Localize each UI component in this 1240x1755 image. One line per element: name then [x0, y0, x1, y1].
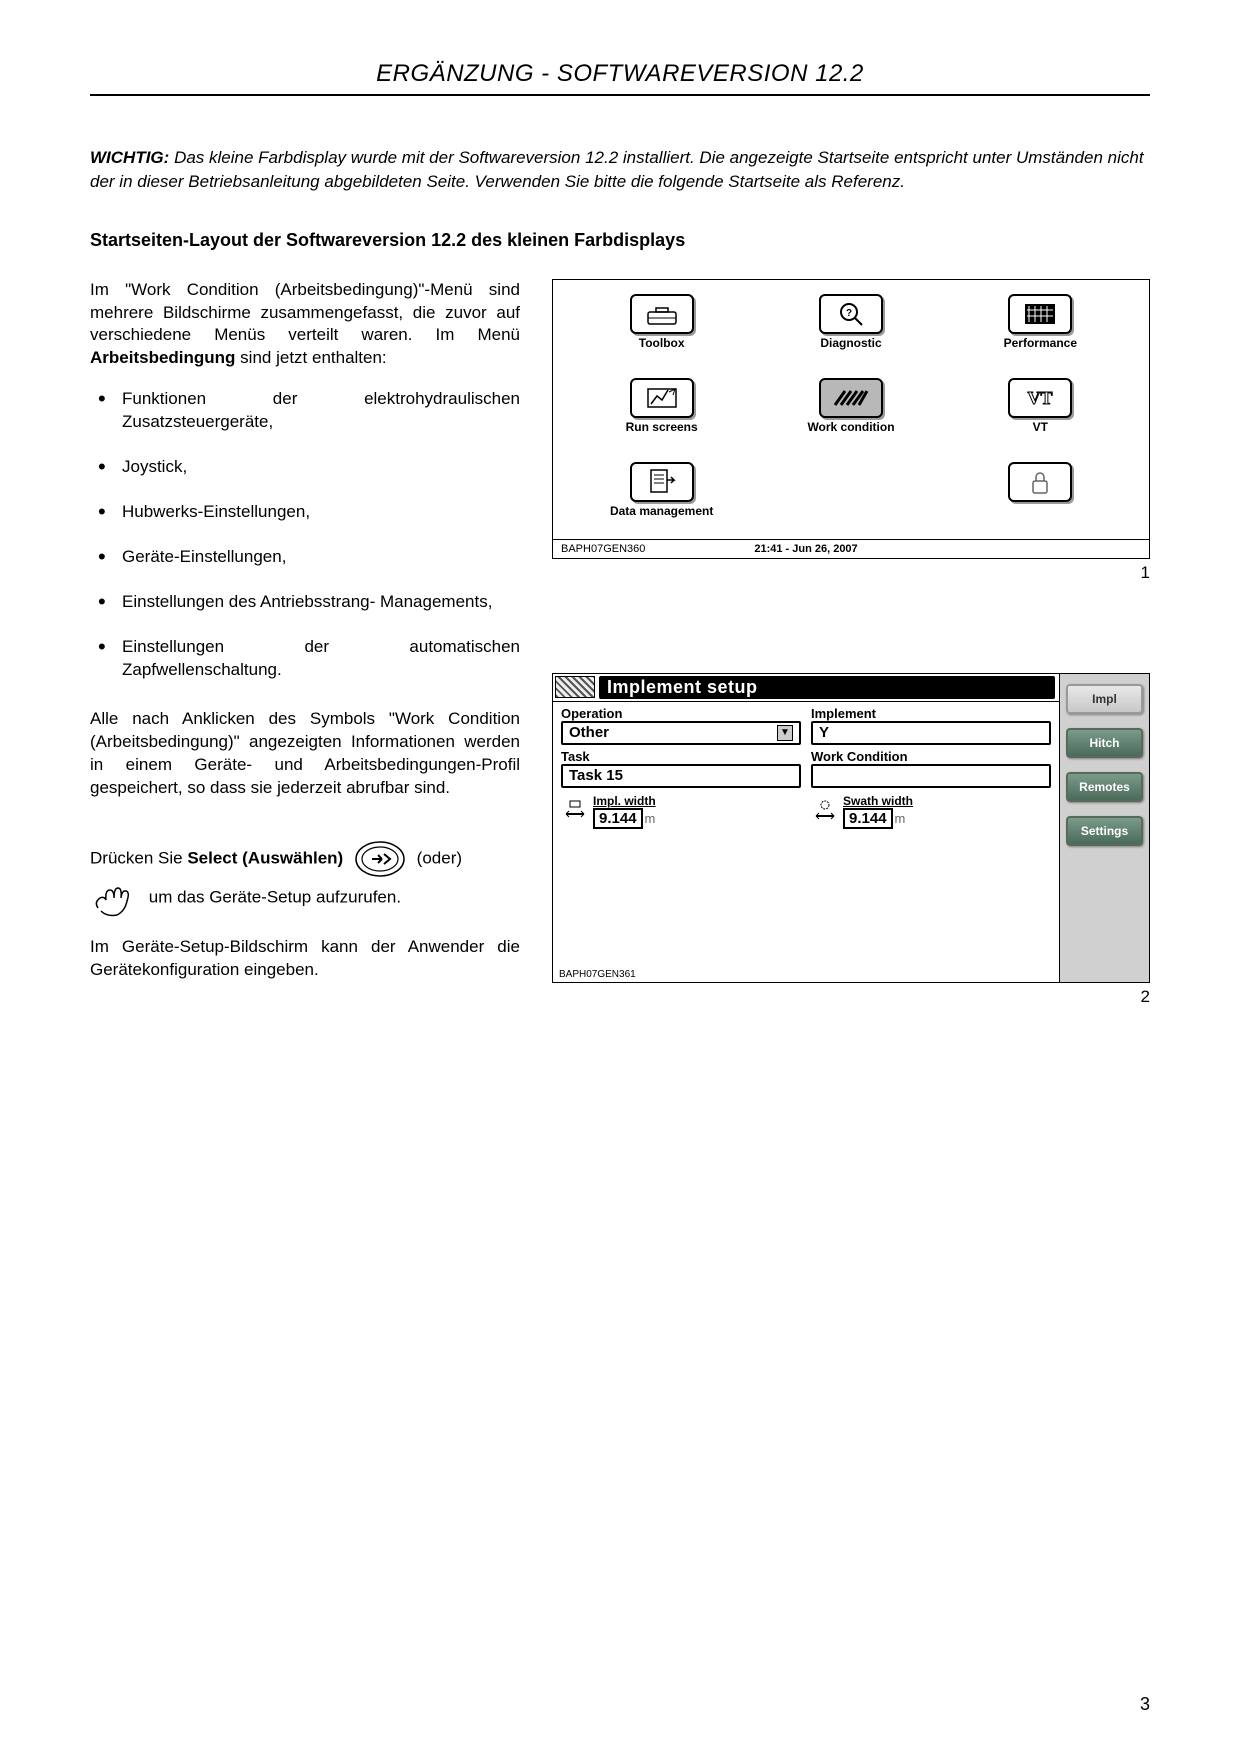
implement-width-icon [561, 797, 589, 825]
work-condition-icon [555, 676, 595, 698]
menu-item-diagnostic[interactable]: ? Diagnostic [760, 294, 941, 374]
intro-paragraph: Im "Work Condition (Arbeitsbedingung)"-M… [90, 279, 520, 371]
hitch-tab-button[interactable]: Hitch [1066, 728, 1143, 758]
swath-width-label: Swath width [843, 794, 1051, 808]
swath-width-icon [811, 797, 839, 825]
home-menu-screenshot: Toolbox? Diagnostic Performance Run screens… [552, 279, 1150, 559]
operation-dropdown[interactable]: Other ▼ [561, 721, 801, 745]
menu-label: VT [950, 420, 1131, 434]
important-text: Das kleine Farbdisplay wurde mit der Sof… [90, 148, 1144, 191]
vt-icon: VT [1008, 378, 1072, 418]
implement-field[interactable]: Y [811, 721, 1051, 745]
page-number: 3 [1140, 1694, 1150, 1715]
intro-text-bold: Arbeitsbedingung [90, 348, 235, 367]
list-item: Geräte-Einstellungen, [90, 546, 520, 569]
menu-item-blank[interactable] [950, 462, 1131, 542]
remotes-tab-button[interactable]: Remotes [1066, 772, 1143, 802]
svg-text:?: ? [846, 308, 852, 319]
menu-label: Work condition [760, 420, 941, 434]
list-item: Einstellungen des Antriebsstrang- Manage… [90, 591, 520, 614]
impl-tab-button[interactable]: Impl [1066, 684, 1143, 714]
implement-label: Implement [811, 706, 1051, 721]
list-item: Hubwerks-Einstellungen, [90, 501, 520, 524]
list-item: Einstellungen der automatischen Zapfwell… [90, 636, 520, 682]
lock-icon [1008, 462, 1072, 502]
page-header: ERGÄNZUNG - SOFTWAREVERSION 12.2 [90, 60, 1150, 96]
menu-label: Run screens [571, 420, 752, 434]
section-title: Startseiten-Layout der Softwareversion 1… [90, 230, 1150, 251]
after-paragraph: Alle nach Anklicken des Symbols "Work Co… [90, 708, 520, 800]
implement-setup-screenshot: Implement setup Operation Other ▼ [552, 673, 1150, 983]
menu-label: Toolbox [571, 336, 752, 350]
run-screens-icon [630, 378, 694, 418]
data-management-icon [630, 462, 694, 502]
menu-item-data-management[interactable]: Data management [571, 462, 752, 542]
intro-text-a: Im "Work Condition (Arbeitsbedingung)"-M… [90, 280, 520, 345]
figure-number-2: 2 [552, 987, 1150, 1007]
task-label: Task [561, 749, 801, 764]
intro-text-c: sind jetzt enthalten: [235, 348, 386, 367]
toolbox-icon [630, 294, 694, 334]
side-button-panel: Impl Hitch Remotes Settings [1059, 674, 1149, 982]
task-field[interactable]: Task 15 [561, 764, 801, 788]
chevron-down-icon: ▼ [777, 725, 793, 741]
menu-item-work-condition[interactable]: Work condition [760, 378, 941, 458]
select-text-b: Select (Auswählen) [187, 848, 343, 867]
work-condition-label: Work Condition [811, 749, 1051, 764]
menu-item-blank [760, 462, 941, 542]
select-paragraph: Drücken Sie Select (Auswählen) (oder) um… [90, 840, 520, 918]
impl-width-unit: m [645, 811, 656, 826]
important-notice: WICHTIG: Das kleine Farbdisplay wurde mi… [90, 146, 1150, 194]
svg-text:VT: VT [1028, 388, 1053, 408]
feature-list: Funktionen der elektrohydraulischen Zusa… [90, 388, 520, 682]
hand-icon [90, 878, 138, 918]
setup-paragraph: Im Geräte-Setup-Bildschirm kann der Anwe… [90, 936, 520, 982]
menu-item-performance[interactable]: Performance [950, 294, 1131, 374]
work-condition-icon [819, 378, 883, 418]
list-item: Joystick, [90, 456, 520, 479]
swath-width-unit: m [895, 811, 906, 826]
operation-value: Other [569, 724, 609, 741]
task-value: Task 15 [569, 767, 623, 784]
menu-item-toolbox[interactable]: Toolbox [571, 294, 752, 374]
swath-width-value[interactable]: 9.144 [843, 808, 893, 829]
menu-label: Diagnostic [760, 336, 941, 350]
select-text-a: Drücken Sie [90, 848, 187, 867]
performance-icon [1008, 294, 1072, 334]
select-text-d: um das Geräte-Setup aufzurufen. [149, 887, 401, 906]
operation-label: Operation [561, 706, 801, 721]
settings-tab-button[interactable]: Settings [1066, 816, 1143, 846]
select-button-icon [354, 840, 406, 878]
implement-setup-title: Implement setup [599, 676, 1055, 699]
diagnostic-icon: ? [819, 294, 883, 334]
figure-number-1: 1 [552, 563, 1150, 583]
select-text-c: (oder) [417, 848, 462, 867]
screenshot1-ref: BAPH07GEN360 [561, 543, 754, 555]
screenshot1-timestamp: 21:41 - Jun 26, 2007 [754, 543, 947, 555]
screenshot2-ref: BAPH07GEN361 [553, 967, 642, 982]
impl-width-label: Impl. width [593, 794, 801, 808]
menu-item-run-screens[interactable]: Run screens [571, 378, 752, 458]
menu-item-vt[interactable]: VT VT [950, 378, 1131, 458]
menu-label: Performance [950, 336, 1131, 350]
impl-width-value[interactable]: 9.144 [593, 808, 643, 829]
menu-label: Data management [571, 504, 752, 518]
important-label: WICHTIG: [90, 148, 169, 167]
implement-value: Y [819, 724, 829, 741]
work-condition-field[interactable] [811, 764, 1051, 788]
list-item: Funktionen der elektrohydraulischen Zusa… [90, 388, 520, 434]
